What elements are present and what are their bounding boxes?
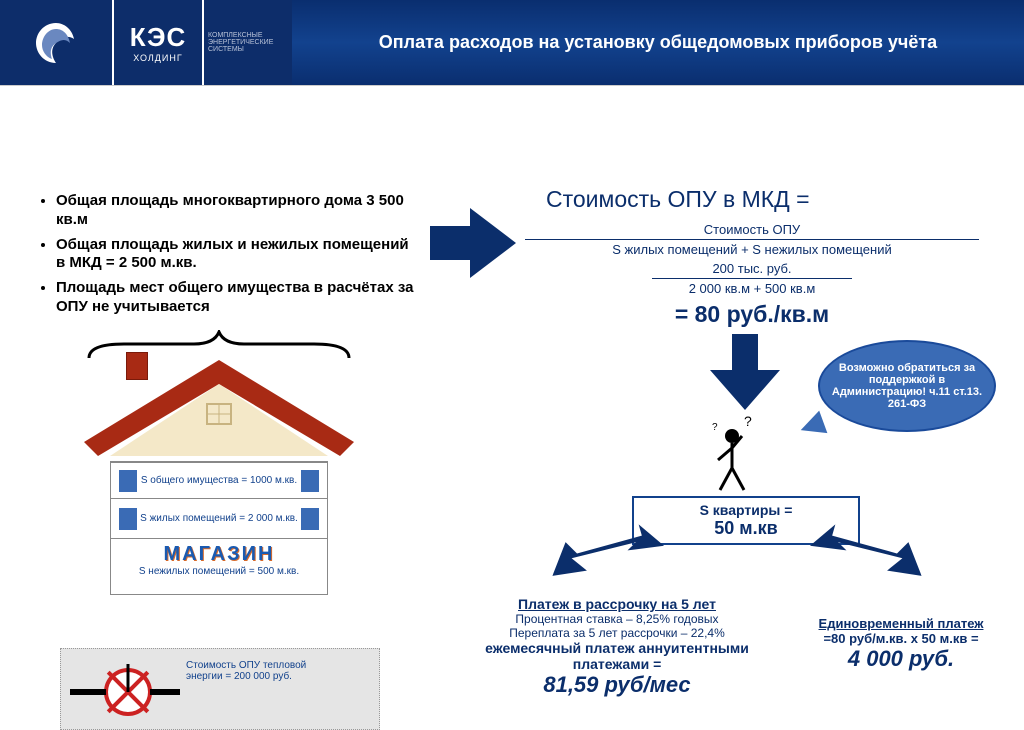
thinking-person-icon: ? ?	[704, 416, 764, 495]
logo-swirl-block	[0, 0, 112, 85]
onetime-result: 4 000 руб.	[792, 646, 1010, 672]
header: КЭС ХОЛДИНГ КОМПЛЕКСНЫЕ ЭНЕРГЕТИЧЕСКИЕ С…	[0, 0, 1024, 86]
arrow-down-icon	[710, 334, 780, 410]
svg-text:?: ?	[712, 422, 718, 433]
logo-text-block: КЭС ХОЛДИНГ	[112, 0, 202, 85]
window-icon	[119, 470, 137, 492]
pipe-line1: Стоимость ОПУ тепловой	[186, 660, 306, 671]
floor-res-text: S жилых помещений = 2 000 м.кв.	[139, 513, 299, 524]
chimney-icon	[126, 352, 148, 380]
formula-fraction: Стоимость ОПУ S жилых помещений + S нежи…	[525, 222, 979, 296]
pipe-icon	[70, 664, 180, 724]
roof-icon	[84, 360, 354, 456]
callout-tail	[797, 411, 828, 442]
installment-heading: Платеж в рассрочку на 5 лет	[452, 596, 782, 612]
window-icon	[119, 508, 137, 530]
window-icon	[301, 508, 319, 530]
formula-result: = 80 руб./кв.м	[525, 301, 979, 328]
logo-tagline: КОМПЛЕКСНЫЕ ЭНЕРГЕТИЧЕСКИЕ СИСТЕМЫ	[202, 0, 292, 85]
fraction-line-1	[525, 239, 979, 240]
formula-title: Стоимость ОПУ в МКД =	[546, 186, 810, 213]
onetime-block: Единовременный платеж =80 руб/м.кв. х 50…	[792, 616, 1010, 672]
shop-sign: МАГАЗИН	[117, 543, 321, 566]
floor-common: S общего имущества = 1000 м.кв.	[111, 462, 327, 498]
assumptions-list: Общая площадь многоквартирного дома 3 50…	[36, 192, 416, 323]
svg-text:?: ?	[744, 416, 752, 429]
pipe-line2: энергии = 200 000 руб.	[186, 671, 306, 682]
bullet-2: Общая площадь жилых и нежилых помещений …	[56, 236, 416, 274]
bullet-3: Площадь мест общего имущества в расчётах…	[56, 279, 416, 317]
content-area: Общая площадь многоквартирного дома 3 50…	[0, 86, 1024, 708]
formula-denom2: 2 000 кв.м + 500 кв.м	[525, 281, 979, 296]
installment-block: Платеж в рассрочку на 5 лет Процентная с…	[452, 596, 782, 698]
window-icon	[301, 470, 319, 492]
installment-overpay: Переплата за 5 лет рассрочки – 22,4%	[452, 626, 782, 640]
callout-bubble: Возможно обратиться за поддержкой в Адми…	[818, 340, 996, 432]
installment-result: 81,59 руб/мес	[452, 672, 782, 698]
apt-label: S квартиры =	[638, 502, 854, 518]
house-body: S общего имущества = 1000 м.кв. S жилых …	[110, 461, 328, 595]
swirl-icon	[32, 19, 80, 67]
bullet-1: Общая площадь многоквартирного дома 3 50…	[56, 192, 416, 230]
installment-rate: Процентная ставка – 8,25% годовых	[452, 612, 782, 626]
onetime-calc: =80 руб/м.кв. х 50 м.кв =	[792, 631, 1010, 646]
meter-cost-text: Стоимость ОПУ тепловой энергии = 200 000…	[186, 660, 306, 682]
logo-main: КЭС	[130, 22, 186, 53]
formula-denom1: S жилых помещений + S нежилых помещений	[525, 242, 979, 257]
formula-numer2: 200 тыс. руб.	[525, 261, 979, 276]
floor-residential: S жилых помещений = 2 000 м.кв.	[111, 498, 327, 538]
onetime-heading: Единовременный платеж	[792, 616, 1010, 631]
installment-monthly-label: ежемесячный платеж аннуитентными платежа…	[452, 640, 782, 672]
fraction-line-2	[652, 278, 852, 279]
floor-shop: МАГАЗИН S нежилых помещений = 500 м.кв.	[111, 538, 327, 594]
house-diagram: S общего имущества = 1000 м.кв. S жилых …	[84, 360, 354, 595]
formula-numer1: Стоимость ОПУ	[525, 222, 979, 237]
logo-sub: ХОЛДИНГ	[133, 53, 182, 63]
arrow-right-icon	[430, 208, 516, 278]
brace-icon	[84, 330, 354, 360]
floor-common-text: S общего имущества = 1000 м.кв.	[139, 475, 299, 486]
page-title: Оплата расходов на установку общедомовых…	[292, 0, 1024, 85]
floor-shop-text: S нежилых помещений = 500 м.кв.	[117, 566, 321, 577]
